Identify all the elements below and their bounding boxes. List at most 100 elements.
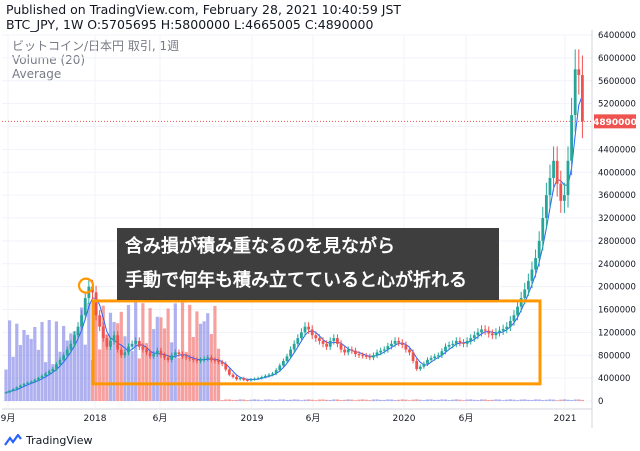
volume-bar <box>472 399 476 401</box>
candle-body <box>487 330 491 334</box>
candle-body <box>191 358 195 360</box>
volume-bar <box>537 399 541 401</box>
candle-body <box>123 352 127 356</box>
volume-bar <box>274 399 278 401</box>
candle-body <box>530 269 534 281</box>
candle-body <box>422 363 426 367</box>
candle-body <box>220 362 224 364</box>
volume-bar <box>325 399 329 401</box>
tradingview-footer[interactable]: TradingView <box>4 431 92 449</box>
candle-body <box>137 340 141 347</box>
candle-body <box>69 343 73 350</box>
volume-bar <box>296 399 300 401</box>
candle-body <box>325 343 329 347</box>
volume-bar <box>87 302 91 401</box>
candle-body <box>433 356 437 359</box>
time-axis-label: 2019 <box>241 414 264 424</box>
price-axis-tick: 6000000 <box>598 54 636 64</box>
candle-body <box>155 350 159 355</box>
candle-body <box>350 349 354 351</box>
candle-body <box>408 349 411 353</box>
volume-bar <box>487 399 491 401</box>
candle-body <box>361 355 365 357</box>
volume-bar <box>4 369 8 401</box>
candle-body <box>451 343 455 345</box>
volume-bar <box>227 399 231 401</box>
candle-body <box>206 357 210 359</box>
legend-symbol: ビットコイン/日本円 取引, 1週 <box>12 39 180 53</box>
candle-body <box>224 363 228 370</box>
candle-body <box>105 338 109 347</box>
volume-bar <box>209 334 213 401</box>
published-line: Published on TradingView.com, February 2… <box>6 2 402 17</box>
candle-body <box>242 378 246 380</box>
volume-bar <box>404 399 408 401</box>
candle-body <box>199 359 202 361</box>
volume-bar <box>54 321 59 401</box>
volume-bar <box>440 399 444 401</box>
volume-bar <box>231 399 235 401</box>
volume-bar <box>512 399 516 401</box>
volume-bar <box>47 320 51 401</box>
candle-body <box>321 340 325 344</box>
volume-bar <box>332 399 336 401</box>
candle-body <box>480 329 483 333</box>
volume-bar <box>44 362 48 401</box>
candle-body <box>501 328 505 331</box>
candle-body <box>263 375 267 377</box>
volume-bar <box>303 399 307 401</box>
volume-bar <box>238 399 242 401</box>
volume-bar <box>447 400 451 401</box>
candle-body <box>202 358 206 360</box>
legend-average: Average <box>12 67 62 81</box>
price-chart[interactable]: 9月 2018 6月 2019 6月 2020 6月 2021 4890000 6400000 60… <box>0 30 640 428</box>
volume-bar <box>371 399 376 401</box>
volume-bar <box>555 400 559 401</box>
candle-body <box>357 354 361 356</box>
candle-body <box>271 373 274 375</box>
volume-bar <box>454 399 458 401</box>
volume-bar <box>415 399 419 401</box>
volume-bar <box>458 399 462 401</box>
candle-body <box>498 330 501 333</box>
candle-body <box>231 374 235 377</box>
candle-body <box>307 326 311 330</box>
candle-body <box>33 379 37 382</box>
candle-body <box>397 340 401 343</box>
volume-bar <box>18 345 23 401</box>
volume-bar <box>505 399 509 401</box>
candle-body <box>267 374 271 376</box>
candle-body <box>163 355 166 358</box>
volume-bar <box>26 334 30 401</box>
candle-body <box>296 338 300 344</box>
candle-body <box>116 335 120 350</box>
volume-bar <box>343 399 347 401</box>
candle-body <box>8 390 12 393</box>
highlight-box <box>91 299 542 386</box>
volume-bar <box>22 329 26 401</box>
candle-body <box>177 352 181 355</box>
volume-bar <box>134 302 138 401</box>
volume-bar <box>216 348 221 401</box>
volume-bar <box>123 336 127 401</box>
volume-bar <box>249 399 253 401</box>
volume-bar <box>317 399 322 401</box>
candle-body <box>256 378 260 380</box>
volume-bar <box>566 399 570 401</box>
candle-body <box>447 344 451 347</box>
volume-bar <box>69 333 73 401</box>
candle-body <box>148 352 152 357</box>
candle-body <box>109 340 112 347</box>
candle-body <box>29 381 33 383</box>
volume-bar <box>137 358 141 401</box>
candle-body <box>274 370 278 374</box>
volume-bar <box>501 400 505 401</box>
tradingview-brand: TradingView <box>26 433 93 447</box>
candle-body <box>541 218 545 241</box>
candle-body <box>318 338 321 341</box>
candle-body <box>166 357 170 360</box>
candle-body <box>458 340 462 343</box>
price-axis-tick: 6400000 <box>598 31 636 41</box>
volume-bar <box>497 399 502 401</box>
volume-bar <box>357 399 361 401</box>
